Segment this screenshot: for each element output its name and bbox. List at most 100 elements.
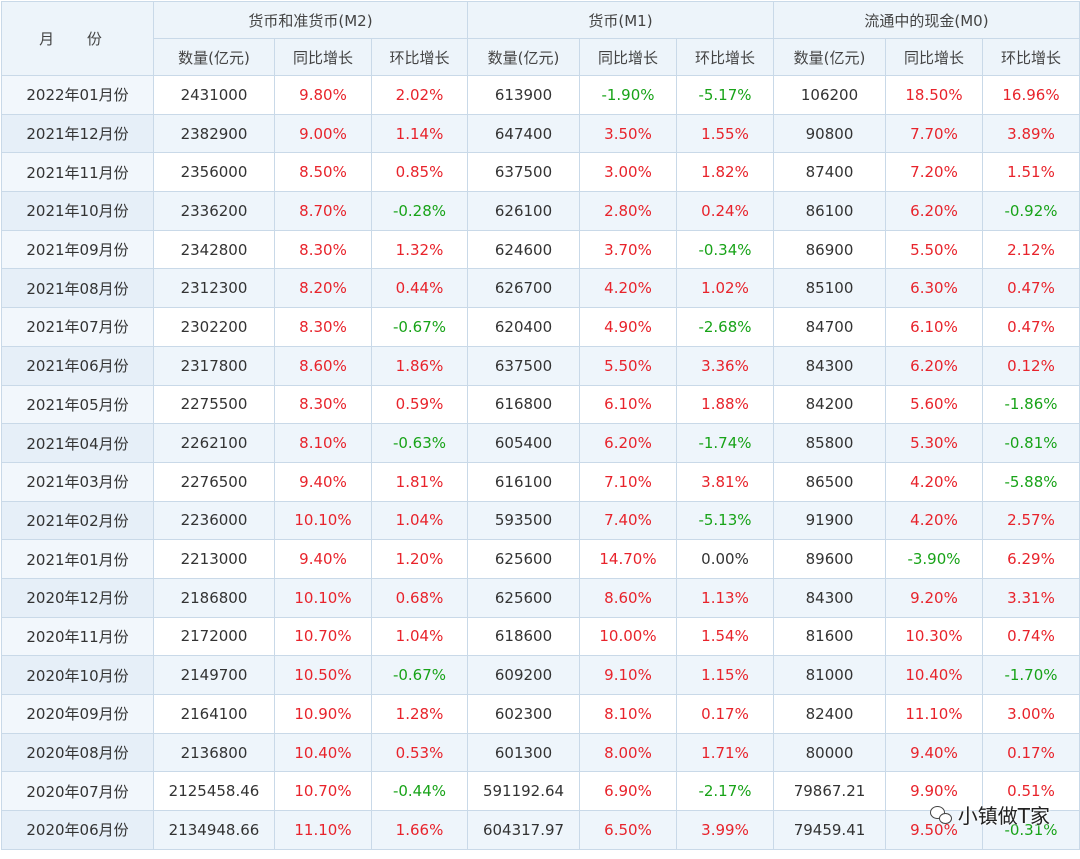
m2-yoy-cell: 10.50% <box>274 655 372 695</box>
m2-mom-cell: 0.68% <box>371 577 468 618</box>
month-cell: 2021年06月份 <box>1 345 154 386</box>
m1-mom-cell: -5.17% <box>676 75 774 115</box>
m0-yoy-cell: 7.70% <box>885 113 983 154</box>
table-row: 2022年01月份 2431000 9.80% 2.02% 613900 -1.90% -5… <box>1 75 1080 115</box>
m1-mom-cell: -2.68% <box>676 307 774 347</box>
m1-amount-cell: 624600 <box>467 229 580 270</box>
m0-yoy-cell: 9.40% <box>885 732 983 773</box>
m2-yoy-cell: 8.70% <box>274 191 372 231</box>
m1-yoy-cell: 6.10% <box>579 384 677 425</box>
month-cell: 2020年06月份 <box>1 810 154 850</box>
m1-mom-cell: 3.36% <box>676 345 774 386</box>
table-row: 2020年10月份 2149700 10.50% -0.67% 609200 9.10% 1… <box>1 655 1080 695</box>
m1-mom-cell: 3.99% <box>676 810 774 850</box>
m0-mom-cell: 2.12% <box>982 229 1080 270</box>
m1-amount-cell: 601300 <box>467 732 580 773</box>
m1-amount-header[interactable]: 数量(亿元) <box>467 38 580 76</box>
month-cell: 2020年10月份 <box>1 655 154 695</box>
table-row: 2020年11月份 2172000 10.70% 1.04% 618600 10.00% 1… <box>1 616 1080 657</box>
m1-mom-cell: 1.15% <box>676 655 774 695</box>
m1-amount-cell: 602300 <box>467 694 580 734</box>
m0-mom-header[interactable]: 环比增长 <box>982 38 1080 76</box>
m0-yoy-cell: 6.20% <box>885 345 983 386</box>
m0-yoy-cell: 5.60% <box>885 384 983 425</box>
m0-mom-cell: 6.29% <box>982 539 1080 579</box>
m0-mom-cell: 3.89% <box>982 113 1080 154</box>
m0-amount-cell: 90800 <box>773 113 886 154</box>
m0-amount-cell: 86100 <box>773 191 886 231</box>
m0-mom-cell: 0.17% <box>982 732 1080 773</box>
m2-amount-cell: 2276500 <box>153 461 275 502</box>
m2-mom-cell: 1.04% <box>371 616 468 657</box>
month-cell: 2020年09月份 <box>1 694 154 734</box>
m0-mom-cell: 16.96% <box>982 75 1080 115</box>
m1-amount-cell: 647400 <box>467 113 580 154</box>
m2-amount-cell: 2356000 <box>153 152 275 193</box>
m2-yoy-cell: 9.40% <box>274 539 372 579</box>
m1-yoy-header[interactable]: 同比增长 <box>579 38 677 76</box>
m0-yoy-cell: 6.20% <box>885 191 983 231</box>
month-cell: 2021年09月份 <box>1 229 154 270</box>
m1-mom-cell: -0.34% <box>676 229 774 270</box>
m2-amount-cell: 2262100 <box>153 423 275 463</box>
m0-mom-cell: 1.51% <box>982 152 1080 193</box>
m0-yoy-cell: 4.20% <box>885 500 983 541</box>
m1-yoy-cell: 6.20% <box>579 423 677 463</box>
m1-yoy-cell: 5.50% <box>579 345 677 386</box>
m0-amount-cell: 85100 <box>773 268 886 309</box>
table-row: 2021年01月份 2213000 9.40% 1.20% 625600 14.70% 0.… <box>1 539 1080 579</box>
m2-yoy-cell: 9.00% <box>274 113 372 154</box>
m2-yoy-cell: 10.10% <box>274 500 372 541</box>
m2-yoy-header[interactable]: 同比增长 <box>274 38 372 76</box>
m2-mom-cell: 0.44% <box>371 268 468 309</box>
m1-amount-cell: 620400 <box>467 307 580 347</box>
m0-amount-cell: 87400 <box>773 152 886 193</box>
m2-mom-cell: -0.63% <box>371 423 468 463</box>
m2-mom-header[interactable]: 环比增长 <box>371 38 468 76</box>
month-column-header[interactable]: 月 份 <box>1 1 154 76</box>
m0-amount-cell: 89600 <box>773 539 886 579</box>
m0-yoy-cell: 5.50% <box>885 229 983 270</box>
m1-mom-cell: 1.55% <box>676 113 774 154</box>
m2-mom-cell: -0.44% <box>371 771 468 812</box>
m0-amount-header[interactable]: 数量(亿元) <box>773 38 886 76</box>
m1-mom-cell: -2.17% <box>676 771 774 812</box>
m1-mom-header[interactable]: 环比增长 <box>676 38 774 76</box>
m1-amount-cell: 616800 <box>467 384 580 425</box>
month-cell: 2020年12月份 <box>1 577 154 618</box>
m1-amount-cell: 625600 <box>467 577 580 618</box>
m1-amount-cell: 625600 <box>467 539 580 579</box>
m1-yoy-cell: 3.70% <box>579 229 677 270</box>
m2-yoy-cell: 8.10% <box>274 423 372 463</box>
m2-mom-cell: 0.59% <box>371 384 468 425</box>
m1-mom-cell: 0.00% <box>676 539 774 579</box>
m0-yoy-cell: 9.50% <box>885 810 983 850</box>
m2-yoy-cell: 10.70% <box>274 616 372 657</box>
m1-amount-cell: 613900 <box>467 75 580 115</box>
m0-yoy-header[interactable]: 同比增长 <box>885 38 983 76</box>
m2-yoy-cell: 8.30% <box>274 307 372 347</box>
m2-amount-header[interactable]: 数量(亿元) <box>153 38 275 76</box>
table-body: 2022年01月份 2431000 9.80% 2.02% 613900 -1.90% -5… <box>1 75 1080 850</box>
table-row: 2021年10月份 2336200 8.70% -0.28% 626100 2.80% 0.… <box>1 191 1080 231</box>
m0-mom-cell: -1.86% <box>982 384 1080 425</box>
m0-mom-cell: -0.31% <box>982 810 1080 850</box>
m1-yoy-cell: 3.00% <box>579 152 677 193</box>
m2-amount-cell: 2302200 <box>153 307 275 347</box>
m1-mom-cell: 1.82% <box>676 152 774 193</box>
month-cell: 2021年08月份 <box>1 268 154 309</box>
m1-mom-cell: -5.13% <box>676 500 774 541</box>
m0-yoy-cell: 10.30% <box>885 616 983 657</box>
month-cell: 2021年07月份 <box>1 307 154 347</box>
m0-mom-cell: 0.47% <box>982 268 1080 309</box>
m2-yoy-cell: 8.30% <box>274 229 372 270</box>
m1-yoy-cell: 7.10% <box>579 461 677 502</box>
m2-amount-cell: 2431000 <box>153 75 275 115</box>
month-cell: 2021年11月份 <box>1 152 154 193</box>
month-cell: 2021年10月份 <box>1 191 154 231</box>
m2-mom-cell: 1.04% <box>371 500 468 541</box>
m1-yoy-cell: 8.10% <box>579 694 677 734</box>
m0-amount-cell: 106200 <box>773 75 886 115</box>
m2-yoy-cell: 11.10% <box>274 810 372 850</box>
m1-mom-cell: 0.24% <box>676 191 774 231</box>
